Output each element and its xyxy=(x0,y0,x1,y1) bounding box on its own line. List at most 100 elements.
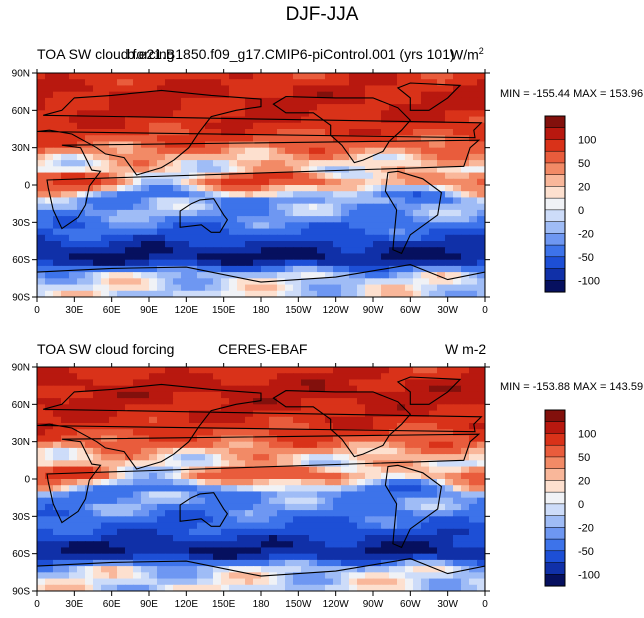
field-cell xyxy=(317,153,326,161)
field-cell xyxy=(77,228,86,236)
field-cell xyxy=(341,385,350,393)
field-cell xyxy=(197,516,206,524)
field-cell xyxy=(469,160,478,167)
field-cell xyxy=(277,85,286,93)
field-cell xyxy=(469,272,478,279)
field-cell xyxy=(221,234,230,242)
field-cell xyxy=(445,79,454,87)
field-cell xyxy=(421,454,430,461)
field-cell xyxy=(93,97,102,105)
field-cell xyxy=(437,466,446,474)
field-cell xyxy=(437,91,446,99)
field-cell xyxy=(253,547,262,555)
field-cell xyxy=(301,541,310,549)
field-cell xyxy=(397,73,406,80)
field-cell xyxy=(205,166,214,174)
field-cell xyxy=(237,197,246,205)
field-cell xyxy=(53,272,62,279)
field-cell xyxy=(149,234,158,242)
field-cell xyxy=(53,416,62,424)
field-cell xyxy=(253,147,262,155)
field-cell xyxy=(93,416,102,424)
field-cell xyxy=(213,398,222,405)
field-cell xyxy=(101,510,110,517)
field-cell xyxy=(461,241,470,248)
field-cell xyxy=(421,441,430,449)
field-cell xyxy=(157,241,166,248)
field-cell xyxy=(117,209,126,217)
field-cell xyxy=(309,385,318,393)
field-cell xyxy=(189,535,198,542)
field-cell xyxy=(413,85,422,93)
field-cell xyxy=(317,379,326,387)
field-cell xyxy=(133,116,142,124)
field-cell xyxy=(357,259,366,267)
field-cell xyxy=(61,503,70,511)
field-cell xyxy=(381,97,390,105)
field-cell xyxy=(309,290,318,297)
field-cell xyxy=(429,379,438,387)
field-cell xyxy=(109,259,118,267)
field-cell xyxy=(389,290,398,297)
field-cell xyxy=(245,441,254,449)
field-cell xyxy=(261,528,270,536)
field-cell xyxy=(173,541,182,549)
field-cell xyxy=(269,416,278,424)
field-cell xyxy=(189,497,198,505)
field-cell xyxy=(381,423,390,430)
field-cell xyxy=(197,472,206,480)
field-cell xyxy=(205,222,214,230)
field-cell xyxy=(461,516,470,524)
field-cell xyxy=(261,379,270,387)
field-cell xyxy=(141,147,150,155)
field-cell xyxy=(165,472,174,480)
field-cell xyxy=(85,216,94,223)
field-cell xyxy=(189,203,198,211)
field-cell xyxy=(365,290,374,297)
field-cell xyxy=(149,216,158,223)
field-cell xyxy=(269,191,278,199)
field-cell xyxy=(213,166,222,174)
field-cell xyxy=(253,454,262,461)
field-cell xyxy=(173,510,182,517)
field-cell xyxy=(141,385,150,393)
field-cell xyxy=(333,566,342,573)
field-cell xyxy=(53,284,62,292)
field-cell xyxy=(165,578,174,586)
field-cell xyxy=(317,535,326,542)
field-cell xyxy=(381,454,390,461)
field-cell xyxy=(221,203,230,211)
field-cell xyxy=(133,379,142,387)
field-cell xyxy=(245,541,254,549)
field-cell xyxy=(285,398,294,405)
field-cell xyxy=(397,284,406,292)
field-cell xyxy=(61,578,70,586)
field-cell xyxy=(349,404,358,412)
field-cell xyxy=(93,391,102,399)
field-cell xyxy=(93,385,102,393)
field-cell xyxy=(149,528,158,536)
field-cell xyxy=(365,122,374,130)
field-cell xyxy=(341,122,350,130)
field-cell xyxy=(293,516,302,524)
field-cell xyxy=(469,416,478,424)
field-cell xyxy=(237,209,246,217)
field-cell xyxy=(477,441,485,449)
field-cell xyxy=(253,160,262,167)
field-cell xyxy=(165,566,174,573)
field-cell xyxy=(413,191,422,199)
field-cell xyxy=(245,528,254,536)
field-cell xyxy=(341,479,350,486)
field-cell xyxy=(365,559,374,567)
field-cell xyxy=(61,85,70,93)
field-cell xyxy=(221,385,230,393)
field-cell xyxy=(37,209,46,217)
field-cell xyxy=(229,510,238,517)
field-cell xyxy=(301,85,310,93)
field-cell xyxy=(469,447,478,455)
field-cell xyxy=(53,160,62,167)
field-cell xyxy=(389,216,398,223)
field-cell xyxy=(189,290,198,297)
field-cell xyxy=(229,284,238,292)
field-cell xyxy=(37,228,46,236)
